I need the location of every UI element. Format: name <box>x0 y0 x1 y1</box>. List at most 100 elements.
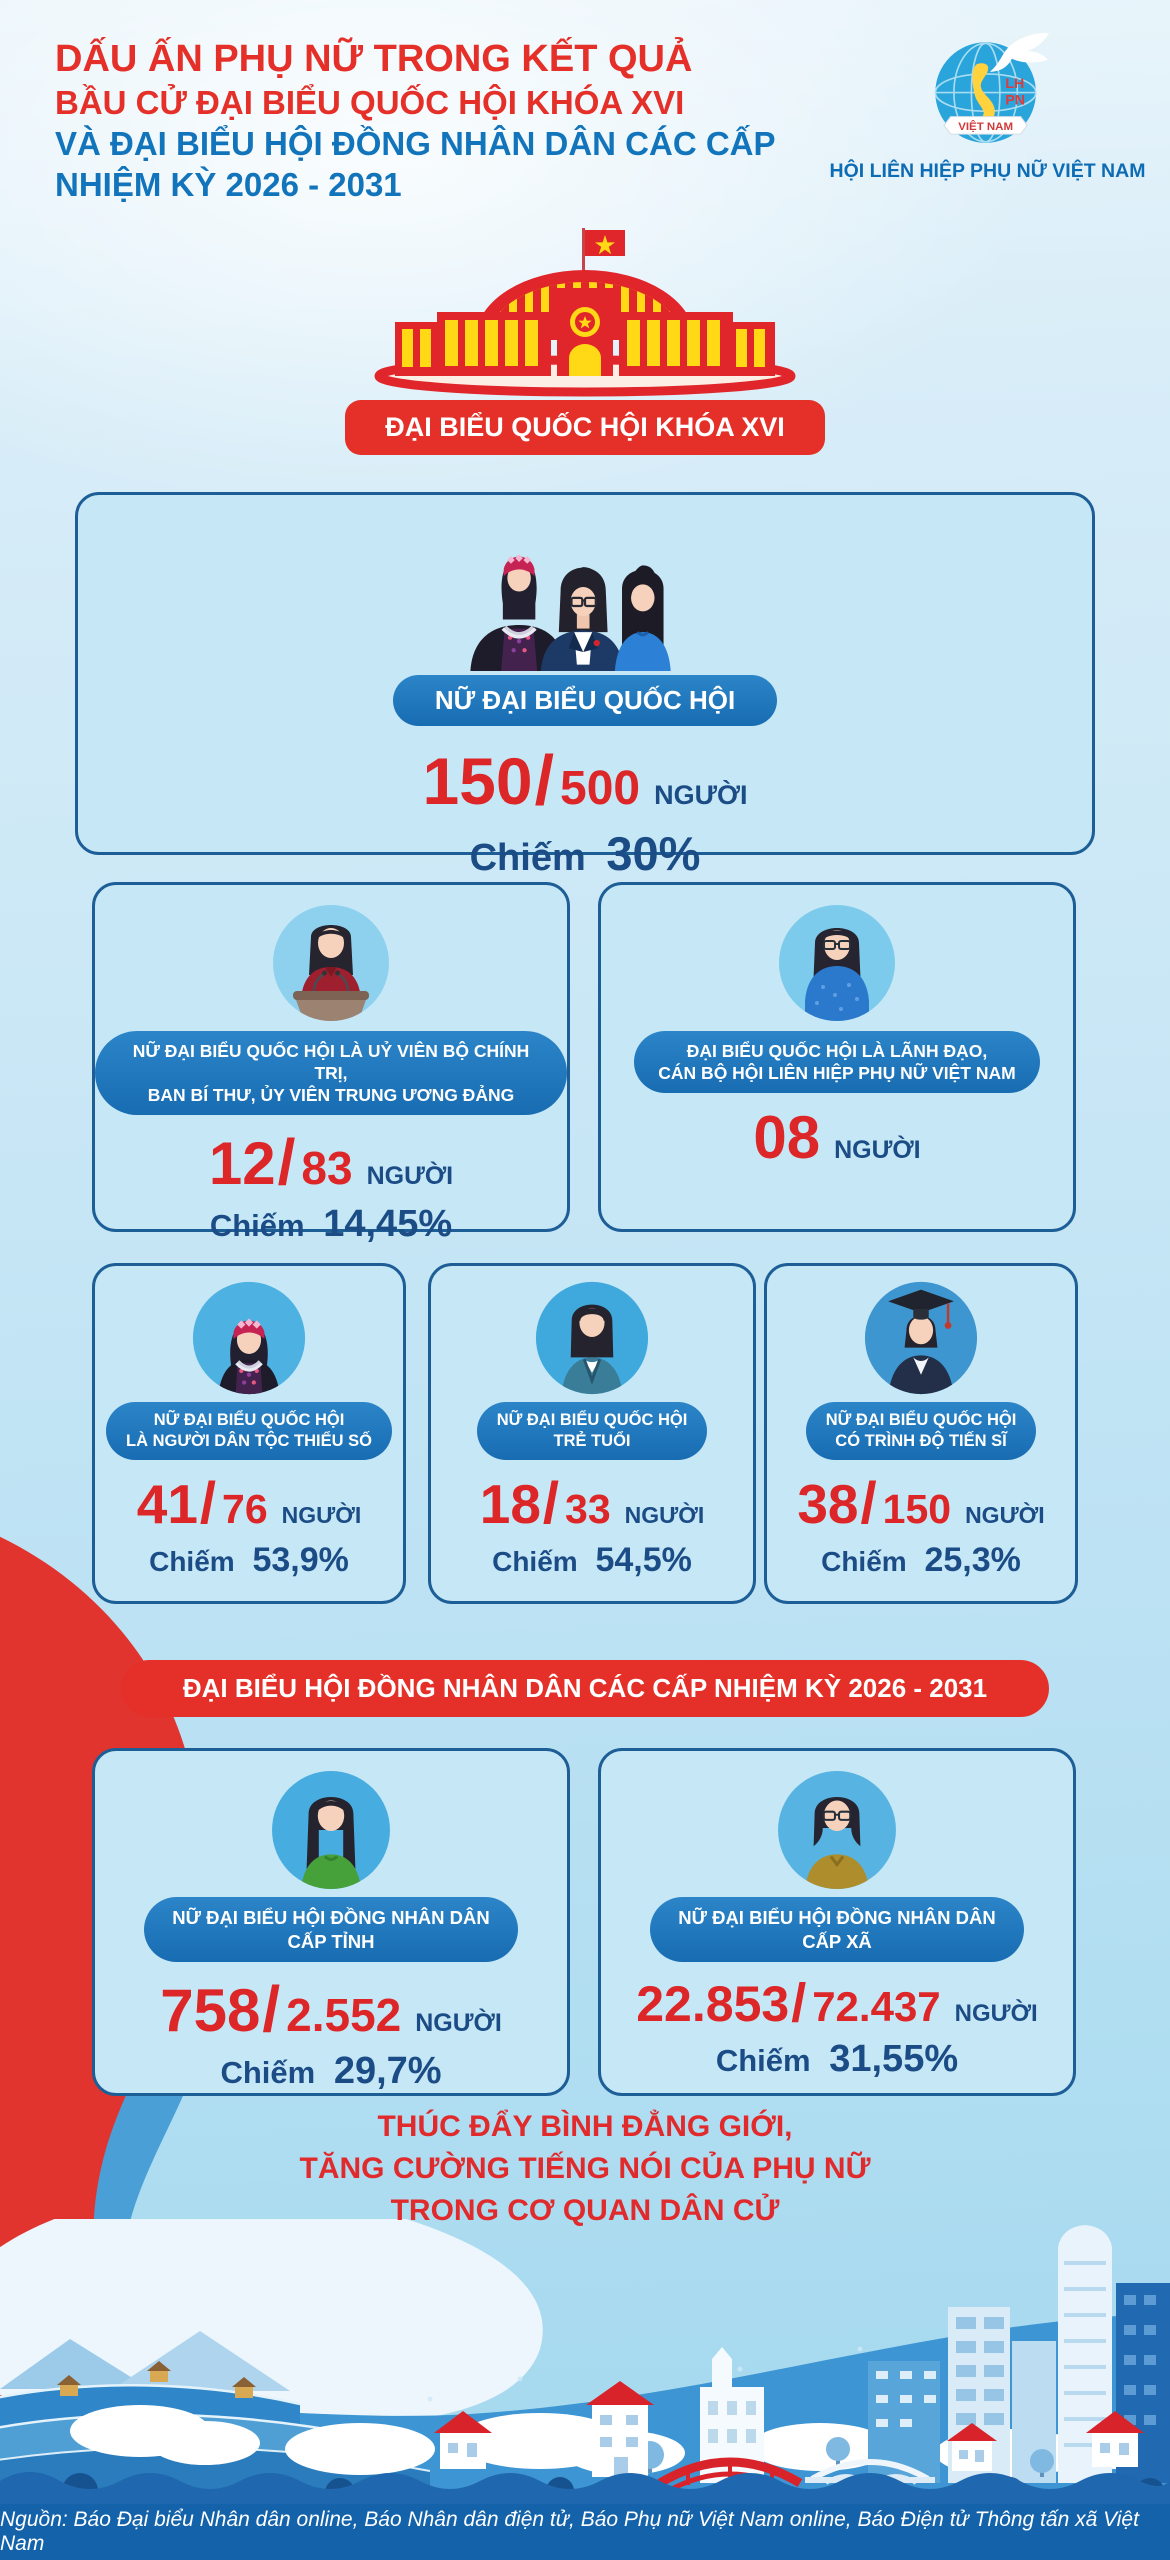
card-stat: 41 / 76 NGƯỜI <box>95 1470 403 1537</box>
stat-denominator: 76 <box>222 1486 268 1532</box>
avatar <box>95 1769 567 1891</box>
card-stat: 758 / 2.552 NGƯỜI <box>95 1972 567 2046</box>
card-stat: 38 / 150 NGƯỜI <box>767 1470 1075 1537</box>
stat-slash: / <box>534 741 555 819</box>
vwu-logo-icon: LH PN VIỆT NAM <box>934 32 1050 143</box>
stat-unit: NGƯỜI <box>965 1502 1045 1528</box>
footer-source-bar: Nguồn: Báo Đại biểu Nhân dân online, Báo… <box>0 2504 1170 2560</box>
avatar-woman-glasses-mustard-icon <box>778 1771 896 1889</box>
hero-share: Chiếm 30% <box>78 826 1092 881</box>
stat-slash: / <box>277 1126 296 1198</box>
logo-lh-text: LH <box>1005 76 1024 92</box>
stat-unit: NGƯỜI <box>366 1162 454 1190</box>
stat-numerator: 18 <box>479 1473 541 1535</box>
card-young: NỮ ĐẠI BIỂU QUỐC HỘI TRẺ TUỔI 18 / 33 NG… <box>428 1263 756 1604</box>
card-share: Chiếm 14,45% <box>95 1203 567 1246</box>
message-line2: TĂNG CƯỜNG TIẾNG NÓI CỦA PHỤ NỮ <box>299 2152 871 2185</box>
page-title: DẤU ẤN PHỤ NỮ TRONG KẾT QUẢ BẦU CỬ ĐẠI B… <box>55 36 776 205</box>
red-roof-house-icon <box>434 2381 1144 2477</box>
label-line2: CẤP TỈNH <box>287 1930 375 1952</box>
vwu-logo: LH PN VIỆT NAM <box>915 18 1065 159</box>
avatar <box>431 1280 753 1396</box>
card-hdnd-xa: NỮ ĐẠI BIỂU HỘI ĐỒNG NHÂN DÂN CẤP XÃ 22.… <box>598 1748 1076 2096</box>
ethnic-woman-figure <box>470 554 566 671</box>
share-label: Chiếm <box>209 1208 305 1243</box>
section-banner-hdnd-label: ĐẠI BIỂU HỘI ĐỒNG NHÂN DÂN CÁC CẤP NHIỆM… <box>120 1660 1050 1717</box>
avatar-young-woman-icon <box>535 1281 649 1395</box>
card-stat: 22.853 / 72.437 NGƯỜI <box>601 1972 1073 2034</box>
label-line1: NỮ ĐẠI BIỂU HỘI ĐỒNG NHÂN DÂN <box>172 1907 490 1928</box>
avatar <box>95 1280 403 1396</box>
card-hdnd-tinh: NỮ ĐẠI BIỂU HỘI ĐỒNG NHÂN DÂN CẤP TỈNH 7… <box>92 1748 570 2096</box>
stat-slash: / <box>542 1471 560 1536</box>
logo-banner-text: VIỆT NAM <box>958 120 1013 133</box>
stat-unit: NGƯỜI <box>624 1502 705 1528</box>
stat-numerator: 08 <box>753 1104 821 1171</box>
label-line1: NỮ ĐẠI BIỂU HỘI ĐỒNG NHÂN DÂN <box>678 1907 996 1928</box>
stat-unit: NGƯỜI <box>834 1136 921 1164</box>
card-share: Chiếm 54,5% <box>431 1541 753 1580</box>
share-value: 29,7% <box>333 2050 442 2092</box>
title-blue-line2: NHIỆM KỲ 2026 - 2031 <box>55 166 402 203</box>
section-banner-hdnd: ĐẠI BIỂU HỘI ĐỒNG NHÂN DÂN CÁC CẤP NHIỆM… <box>0 1660 1170 1717</box>
closing-message: THÚC ĐẨY BÌNH ĐẲNG GIỚI, TĂNG CƯỜNG TIẾN… <box>0 2106 1170 2232</box>
stat-numerator: 150 <box>422 744 533 818</box>
share-label: Chiếm <box>469 837 586 879</box>
stat-numerator: 22.853 <box>636 1976 790 2032</box>
hero-illustration <box>78 513 1092 671</box>
label-line2: CÓ TRÌNH ĐỘ TIẾN SĨ <box>835 1432 1007 1450</box>
source-text: Nguồn: Báo Đại biểu Nhân dân online, Báo… <box>0 2508 1139 2555</box>
stat-numerator: 38 <box>797 1473 859 1535</box>
stat-numerator: 41 <box>136 1473 198 1535</box>
label-line2: CẤP XÃ <box>802 1930 872 1952</box>
stat-slash: / <box>860 1471 877 1536</box>
share-value: 31,55% <box>829 2038 959 2080</box>
avatar-woman-green-icon <box>272 1771 390 1889</box>
card-label-pill: NỮ ĐẠI BIỂU HỘI ĐỒNG NHÂN DÂN CẤP TỈNH <box>144 1897 518 1962</box>
share-value: 30% <box>606 827 701 880</box>
stat-unit: NGƯỜI <box>954 2000 1038 2027</box>
label-line1: NỮ ĐẠI BIỂU QUỐC HỘI <box>153 1411 345 1429</box>
hero-label-pill: NỮ ĐẠI BIỂU QUỐC HỘI <box>392 675 778 726</box>
stat-numerator: 12 <box>208 1130 276 1197</box>
message-line3: TRONG CƠ QUAN DÂN CỬ <box>390 2194 780 2227</box>
avatar-ethnic-woman-icon <box>192 1281 306 1395</box>
card-stat: 08 NGƯỜI <box>601 1103 1073 1172</box>
stat-unit: NGƯỜI <box>654 780 748 810</box>
label-line1: ĐẠI BIỂU QUỐC HỘI LÀ LÃNH ĐẠO, <box>686 1041 988 1061</box>
card-politburo: NỮ ĐẠI BIỂU QUỐC HỘI LÀ UỶ VIÊN BỘ CHÍNH… <box>92 882 570 1245</box>
card-label-pill: NỮ ĐẠI BIỂU QUỐC HỘI CÓ TRÌNH ĐỘ TIẾN SĨ <box>805 1402 1037 1460</box>
stat-denominator: 83 <box>301 1142 353 1194</box>
stat-denominator: 500 <box>560 762 641 815</box>
label-line2: BAN BÍ THƯ, ỦY VIÊN TRUNG ƯƠNG ĐẢNG <box>147 1085 515 1105</box>
stat-numerator: 758 <box>160 1977 261 2044</box>
label-line1: NỮ ĐẠI BIỂU QUỐC HỘI LÀ UỶ VIÊN BỘ CHÍNH… <box>132 1041 530 1083</box>
ao-dai-woman-figure <box>614 565 671 671</box>
avatar-woman-glasses-blue-icon <box>779 905 895 1021</box>
logo-pn-text: PN <box>1005 93 1025 109</box>
title-red-line1: DẤU ẤN PHỤ NỮ TRONG KẾT QUẢ <box>55 38 693 80</box>
card-stat: 12 / 83 NGƯỜI <box>95 1125 567 1199</box>
stat-denominator: 72.437 <box>812 1983 941 2030</box>
avatar <box>601 1769 1073 1891</box>
card-share: Chiếm 29,7% <box>95 2050 567 2093</box>
label-line1: NỮ ĐẠI BIỂU QUỐC HỘI <box>825 1411 1017 1429</box>
national-assembly-building-illustration <box>374 228 796 397</box>
share-value: 53,9% <box>252 1541 349 1579</box>
share-label: Chiếm <box>220 2055 316 2090</box>
label-line2: LÀ NGƯỜI DÂN TỘC THIỂU SỐ <box>126 1432 372 1450</box>
stat-denominator: 33 <box>565 1486 611 1532</box>
stat-slash: / <box>262 1973 281 2045</box>
card-vwu-leaders: ĐẠI BIỂU QUỐC HỘI LÀ LÃNH ĐẠO, CÁN BỘ HỘ… <box>598 882 1076 1232</box>
label-line2: TRẺ TUỔI <box>553 1432 631 1450</box>
city-buildings <box>636 2225 1170 2483</box>
share-label: Chiếm <box>715 2043 811 2078</box>
stat-denominator: 2.552 <box>286 1989 402 2041</box>
card-phd: NỮ ĐẠI BIỂU QUỐC HỘI CÓ TRÌNH ĐỘ TIẾN SĨ… <box>764 1263 1078 1604</box>
share-value: 54,5% <box>595 1541 692 1579</box>
section-banner-qh: ĐẠI BIỂU QUỐC HỘI KHÓA XVI <box>0 400 1170 455</box>
card-share: Chiếm 25,3% <box>767 1541 1075 1580</box>
label-line2: CÁN BỘ HỘI LIÊN HIỆP PHỤ NỮ VIỆT NAM <box>658 1063 1016 1083</box>
three-women-illustration-icon <box>470 554 671 671</box>
